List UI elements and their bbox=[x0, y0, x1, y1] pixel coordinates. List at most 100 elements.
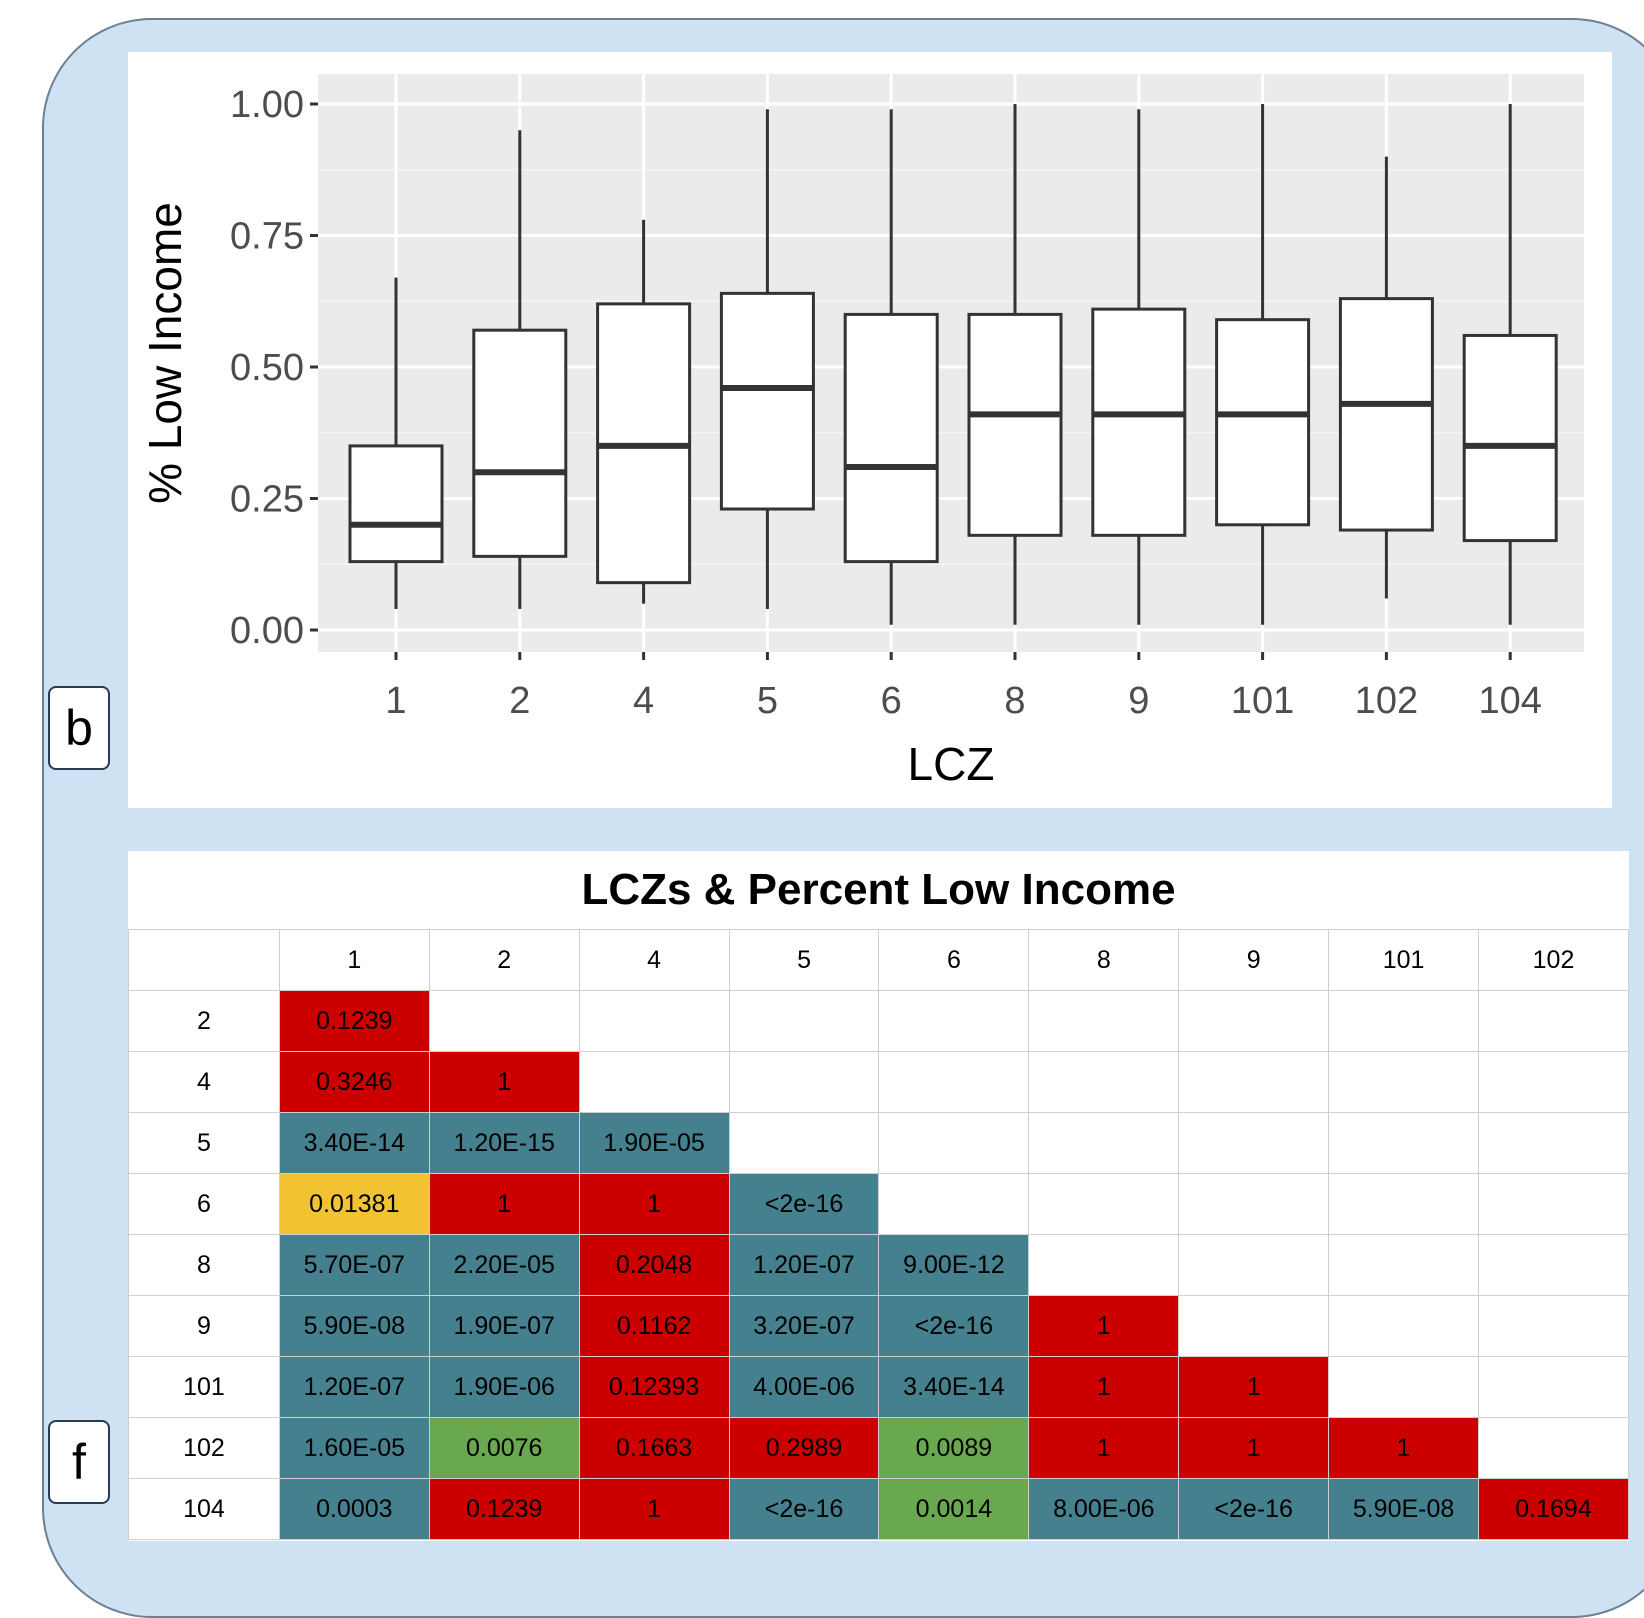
pvalue-cell: 1 bbox=[428, 1051, 580, 1113]
row-header-2: 2 bbox=[128, 990, 280, 1052]
pvalue-cell: 0.0014 bbox=[878, 1478, 1030, 1540]
x-tick-label-104: 104 bbox=[1478, 680, 1541, 722]
empty-cell bbox=[1478, 1356, 1629, 1418]
pvalue-cell: 0.0089 bbox=[878, 1417, 1030, 1479]
pvalue-cell: 1 bbox=[1328, 1417, 1479, 1479]
pvalue-cell: 5.90E-08 bbox=[278, 1295, 430, 1357]
pvalue-cell: 1.90E-07 bbox=[428, 1295, 580, 1357]
pvalue-cell: 0.2989 bbox=[728, 1417, 880, 1479]
column-header-102: 102 bbox=[1478, 929, 1629, 991]
boxplot-chart: 0.00 0.25 0.50 0.75 1.00 1 2 4 5 6 8 9 101 102 104 LCZ%… bbox=[139, 74, 1584, 790]
pvalue-cell: <2e-16 bbox=[728, 1173, 880, 1235]
y-tick-label-3: 0.75 bbox=[230, 216, 304, 258]
x-tick-label-8: 8 bbox=[1004, 680, 1025, 722]
box-5 bbox=[719, 291, 815, 511]
pvalue-cell: <2e-16 bbox=[878, 1295, 1030, 1357]
box-6 bbox=[843, 312, 939, 564]
pvalue-cell: 1 bbox=[1178, 1356, 1330, 1418]
empty-cell bbox=[1478, 1234, 1629, 1296]
empty-cell bbox=[1178, 990, 1330, 1052]
pvalue-cell: 0.1239 bbox=[278, 990, 430, 1052]
empty-cell bbox=[1178, 1295, 1330, 1357]
y-tick-label-4: 1.00 bbox=[230, 84, 304, 126]
pvalue-cell: 0.0003 bbox=[278, 1478, 430, 1540]
pvalue-table: 1 2 4 5 6 8 9 101 102 2 0.1239 4 0.3246 1 5 3.40E-14 1.2… bbox=[128, 929, 1629, 1540]
empty-cell bbox=[728, 990, 880, 1052]
pvalue-cell: 4.00E-06 bbox=[728, 1356, 880, 1418]
pvalue-cell: 0.1694 bbox=[1478, 1478, 1629, 1540]
empty-cell bbox=[878, 1173, 1030, 1235]
table-row: 102 1.60E-05 0.0076 0.1663 0.2989 0.0089 1 1 1 bbox=[128, 1417, 1629, 1479]
y-tick-label-1: 0.25 bbox=[230, 479, 304, 521]
pvalue-cell: <2e-16 bbox=[1178, 1478, 1330, 1540]
pvalue-cell: <2e-16 bbox=[728, 1478, 880, 1540]
empty-cell bbox=[878, 1051, 1030, 1113]
pvalue-cell: 1.20E-07 bbox=[278, 1356, 430, 1418]
pvalue-cell: 0.01381 bbox=[278, 1173, 430, 1235]
panel-label-b: b bbox=[48, 686, 110, 770]
table-row: 101 1.20E-07 1.90E-06 0.12393 4.00E-06 3.40E-… bbox=[128, 1356, 1629, 1418]
pvalue-cell: 1.90E-05 bbox=[578, 1112, 730, 1174]
column-header-5: 5 bbox=[728, 929, 880, 991]
empty-cell bbox=[1028, 1112, 1180, 1174]
pvalue-cell: 1 bbox=[1028, 1356, 1180, 1418]
empty-cell bbox=[1328, 1356, 1479, 1418]
table-row: 8 5.70E-07 2.20E-05 0.2048 1.20E-07 9.00E-12 bbox=[128, 1234, 1629, 1296]
x-tick-label-4: 4 bbox=[633, 680, 654, 722]
pvalue-table-card: LCZs & Percent Low Income 1 2 4 5 6 8 9 101 102 2… bbox=[128, 851, 1629, 1541]
empty-cell bbox=[1028, 1234, 1180, 1296]
box-2 bbox=[472, 328, 568, 558]
pvalue-cell: 1 bbox=[1178, 1417, 1330, 1479]
pvalue-cell: 3.40E-14 bbox=[878, 1356, 1030, 1418]
row-header-9: 9 bbox=[128, 1295, 280, 1357]
row-header-5: 5 bbox=[128, 1112, 280, 1174]
y-axis-title: % Low Income bbox=[139, 202, 191, 504]
table-row: 2 0.1239 bbox=[128, 990, 1629, 1052]
row-header-104: 104 bbox=[128, 1478, 280, 1540]
empty-cell bbox=[428, 990, 580, 1052]
empty-cell bbox=[578, 990, 730, 1052]
empty-cell bbox=[1328, 1173, 1479, 1235]
empty-cell bbox=[1478, 1295, 1629, 1357]
empty-cell bbox=[1178, 1234, 1330, 1296]
empty-cell bbox=[1328, 1234, 1479, 1296]
row-header-8: 8 bbox=[128, 1234, 280, 1296]
empty-cell bbox=[1328, 1295, 1479, 1357]
pvalue-cell: 0.1239 bbox=[428, 1478, 580, 1540]
row-header-101: 101 bbox=[128, 1356, 280, 1418]
table-corner-cell bbox=[128, 929, 280, 991]
x-tick-label-9: 9 bbox=[1128, 680, 1149, 722]
pvalue-cell: 0.1663 bbox=[578, 1417, 730, 1479]
empty-cell bbox=[1328, 1051, 1479, 1113]
pvalue-cell: 0.0076 bbox=[428, 1417, 580, 1479]
empty-cell bbox=[1478, 1417, 1629, 1479]
x-tick-label-5: 5 bbox=[757, 680, 778, 722]
empty-cell bbox=[1478, 1112, 1629, 1174]
y-tick-label-0: 0.00 bbox=[230, 610, 304, 652]
pvalue-cell: 1 bbox=[428, 1173, 580, 1235]
pvalue-cell: 1 bbox=[1028, 1417, 1180, 1479]
row-header-6: 6 bbox=[128, 1173, 280, 1235]
empty-cell bbox=[878, 1112, 1030, 1174]
empty-cell bbox=[1028, 990, 1180, 1052]
pvalue-cell: 1.90E-06 bbox=[428, 1356, 580, 1418]
column-header-9: 9 bbox=[1178, 929, 1330, 991]
pvalue-cell: 0.12393 bbox=[578, 1356, 730, 1418]
pvalue-cell: 3.40E-14 bbox=[278, 1112, 430, 1174]
table-row: 4 0.3246 1 bbox=[128, 1051, 1629, 1113]
table-title: LCZs & Percent Low Income bbox=[581, 865, 1176, 914]
pvalue-cell: 1.20E-07 bbox=[728, 1234, 880, 1296]
box-104 bbox=[1462, 333, 1558, 543]
empty-cell bbox=[1478, 1051, 1629, 1113]
box-8 bbox=[967, 312, 1063, 537]
pvalue-cell: 1 bbox=[578, 1173, 730, 1235]
empty-cell bbox=[578, 1051, 730, 1113]
column-header-8: 8 bbox=[1028, 929, 1180, 991]
pvalue-cell: 9.00E-12 bbox=[878, 1234, 1030, 1296]
pvalue-cell: 0.2048 bbox=[578, 1234, 730, 1296]
pvalue-cell: 1.60E-05 bbox=[278, 1417, 430, 1479]
table-row: 9 5.90E-08 1.90E-07 0.1162 3.20E-07 <2e-16 1 bbox=[128, 1295, 1629, 1357]
y-tick-label-2: 0.50 bbox=[230, 347, 304, 389]
row-header-102: 102 bbox=[128, 1417, 280, 1479]
empty-cell bbox=[1478, 1173, 1629, 1235]
